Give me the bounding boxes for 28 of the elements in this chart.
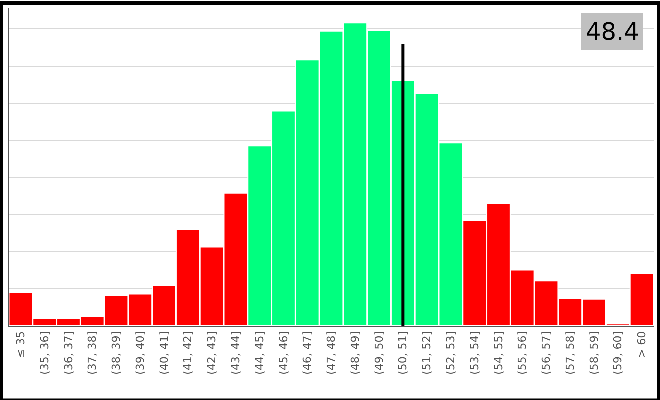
x-tick-label: (57, 58] [564,331,577,375]
x-tick-label: (44, 45] [253,331,266,375]
x-tick-label: (45, 46] [277,331,290,375]
x-tick-label: (47, 48] [325,331,338,375]
x-tick-label: (54, 55] [492,331,506,375]
x-tick-label: (37, 38] [86,331,100,375]
annotation: 48.4 [586,18,640,46]
x-tick-label: (39, 40] [134,331,147,375]
x-tick-label: (50, 51] [396,331,410,375]
x-tick-label: (35, 36] [38,331,52,375]
x-tick-label: ≤ 35 [14,331,28,358]
x-tick-label: (55, 56] [516,331,530,375]
x-tick-label: > 60 [636,331,649,358]
x-tick-label: (42, 43] [206,331,219,375]
x-tick-label: (59, 60] [612,331,625,375]
x-tick-label: (49, 50] [372,331,386,375]
x-tick-label: (58, 59] [588,331,601,375]
x-tick-label: (53, 54] [468,331,482,375]
x-tick-label: (40, 41] [158,331,171,375]
x-tick-label: (56, 57] [540,331,554,375]
x-tick-label: (46, 47] [301,331,314,375]
x-tick-label: (52, 53] [444,331,458,375]
x-tick-label: (36, 37] [62,331,76,375]
x-tick-label: (41, 42] [182,331,195,375]
x-tick-label: (43, 44] [230,331,243,375]
x-tick-label: (38, 39] [110,331,124,375]
x-tick-label: (48, 49] [348,331,362,375]
x-tick-label: (51, 52] [420,331,434,375]
